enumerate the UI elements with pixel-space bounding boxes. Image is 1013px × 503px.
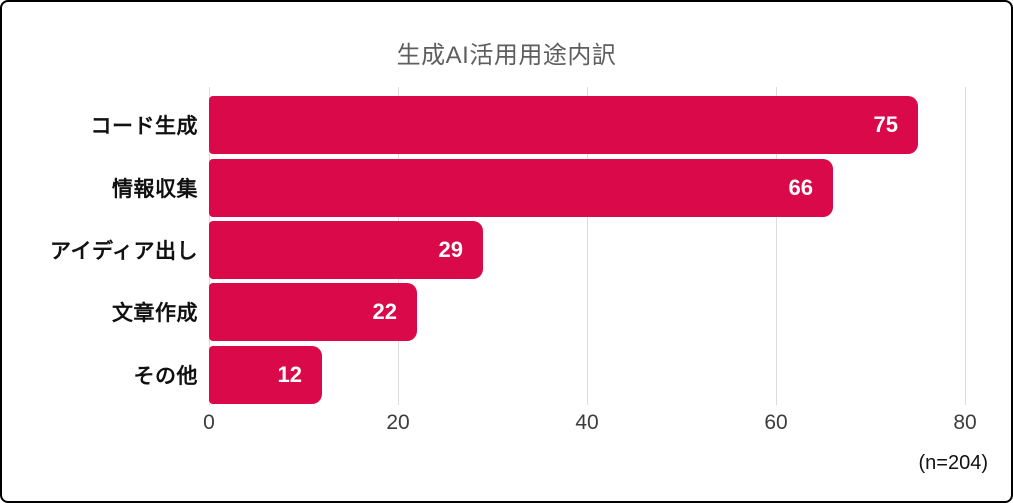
category-label: アイディア出し <box>50 240 198 263</box>
bar-value-label: 12 <box>277 362 302 387</box>
category-label: コード生成 <box>90 115 198 138</box>
bar-value-label: 29 <box>438 237 463 262</box>
x-tick-label: 60 <box>764 411 788 434</box>
chart-title: 生成AI活用用途内訳 <box>396 42 617 69</box>
bar: 29 <box>209 221 483 279</box>
category-label: 文章作成 <box>112 302 198 325</box>
x-tick-label: 80 <box>953 411 977 434</box>
plot-area: 75 66 29 22 12 0 20 40 60 80 <box>203 87 977 434</box>
bar-value-label: 75 <box>873 112 898 137</box>
gridline <box>776 87 777 405</box>
category-label: 情報収集 <box>112 178 198 201</box>
gridline <box>587 87 588 405</box>
category-labels-container: コード生成情報収集アイディア出し文章作成その他 <box>2 94 198 405</box>
bar: 66 <box>209 159 833 217</box>
sample-size-note: (n=204) <box>918 452 989 474</box>
gridline <box>965 87 966 405</box>
category-label: その他 <box>133 365 198 388</box>
bar: 75 <box>209 96 918 154</box>
bar-value-label: 22 <box>372 299 397 324</box>
bar-value-label: 66 <box>788 175 813 200</box>
x-tick-label: 20 <box>386 411 410 434</box>
x-tick-label: 40 <box>575 411 599 434</box>
bar: 12 <box>209 346 322 404</box>
bar: 22 <box>209 283 417 341</box>
x-tick-label: 0 <box>203 411 215 434</box>
